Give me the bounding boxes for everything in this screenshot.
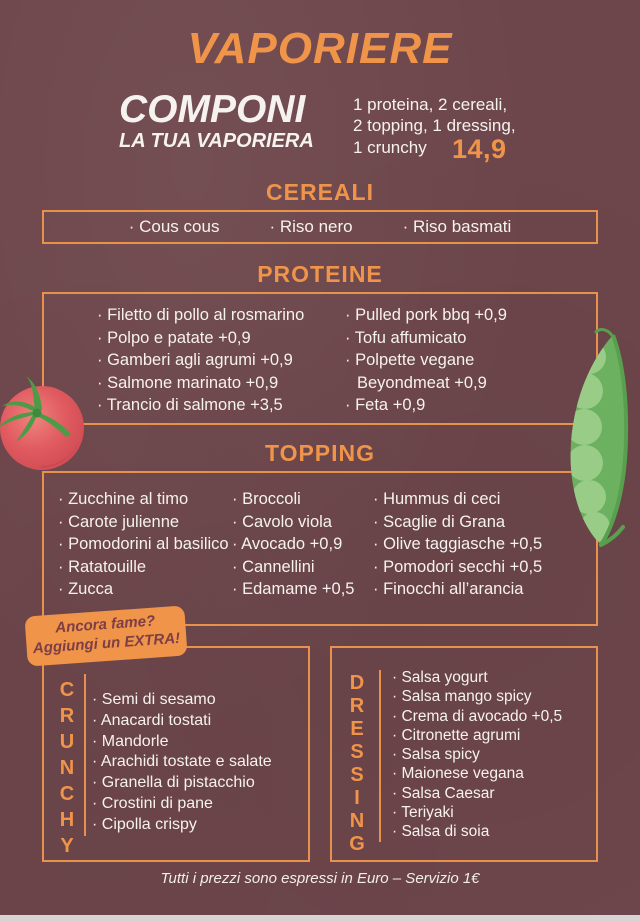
section-title-proteine: PROTEINE [257, 261, 383, 287]
menu-item: Polpette vegane Beyondmeat +0,9 [345, 349, 535, 394]
menu-item: Cipolla crispy [92, 815, 272, 836]
menu-item: Cavolo viola [232, 511, 354, 534]
topping-column-3: Hummus di ceciScaglie di GranaOlive tagg… [373, 488, 542, 601]
menu-item: Semi di sesamo [92, 690, 272, 711]
cereali-box: Cous cous Riso nero Riso basmati [42, 210, 598, 244]
menu-item: Tofu affumicato [345, 327, 535, 350]
menu-item: Anacardi tostati [92, 711, 272, 732]
bottom-edge-strip [0, 915, 640, 921]
menu-item: Ratatouille [58, 556, 229, 579]
compose-heading-line2: LA TUA VAPORIERA [119, 130, 314, 152]
menu-item: Pomodorini al basilico [58, 533, 229, 556]
menu-item: Salmone marinato +0,9 [97, 372, 304, 395]
menu-item: Mandorle [92, 732, 272, 753]
proteine-box: Filetto di pollo al rosmarinoPolpo e pat… [42, 292, 598, 425]
menu-item: Salsa mango spicy [392, 687, 562, 706]
crunchy-title: CRUNCHY [56, 679, 78, 861]
proteine-column-2: Pulled pork bbq +0,9Tofu affumicatoPolpe… [345, 304, 535, 417]
dressing-box: DRESSING Salsa yogurtSalsa mango spicyCr… [330, 646, 598, 862]
menu-item: Finocchi all’arancia [373, 578, 542, 601]
menu-item: Riso basmati [403, 217, 511, 237]
menu-item: Pulled pork bbq +0,9 [345, 304, 535, 327]
crunchy-list: Semi di sesamoAnacardi tostatiMandorleAr… [92, 690, 272, 836]
crunchy-box: CRUNCHY Semi di sesamoAnacardi tostatiMa… [42, 646, 310, 862]
menu-item: Zucchine al timo [58, 488, 229, 511]
menu-item: Olive taggiasche +0,5 [373, 533, 542, 556]
menu-item: Zucca [58, 578, 229, 601]
menu-item: Carote julienne [58, 511, 229, 534]
topping-box: Zucchine al timoCarote juliennePomodorin… [42, 471, 598, 626]
menu-item: Broccoli [232, 488, 354, 511]
menu-item: Riso nero [269, 217, 353, 237]
topping-column-1: Zucchine al timoCarote juliennePomodorin… [58, 488, 229, 601]
compose-heading-line1: COMPONI [119, 88, 306, 131]
menu-item: Feta +0,9 [345, 394, 535, 417]
dressing-title: DRESSING [346, 672, 368, 856]
menu-item: Hummus di ceci [373, 488, 542, 511]
menu-item: Cannellini [232, 556, 354, 579]
dressing-list: Salsa yogurtSalsa mango spicyCrema di av… [392, 668, 562, 842]
crunchy-divider [84, 674, 86, 836]
compose-heading: COMPONI LA TUA VAPORIERA [119, 90, 314, 151]
menu-item: Scaglie di Grana [373, 511, 542, 534]
topping-column-2: BroccoliCavolo violaAvocado +0,9Cannelli… [232, 488, 354, 601]
formula-text: 1 proteina, 2 cereali, 2 topping, 1 dres… [353, 95, 516, 157]
menu-item: Teriyaki [392, 803, 562, 822]
menu-item: Gamberi agli agrumi +0,9 [97, 349, 304, 372]
menu-item: Polpo e patate +0,9 [97, 327, 304, 350]
menu-item: Cous cous [129, 217, 219, 237]
menu-item: Maionese vegana [392, 764, 562, 783]
menu-item: Arachidi tostate e salate [92, 752, 272, 773]
menu-item: Salsa di soia [392, 822, 562, 841]
menu-item: Salsa Caesar [392, 784, 562, 803]
section-title-cereali: CEREALI [266, 179, 374, 205]
menu-item: Citronette agrumi [392, 726, 562, 745]
menu-item: Granella di pistacchio [92, 773, 272, 794]
menu-item: Salsa yogurt [392, 668, 562, 687]
price: 14,9 [452, 134, 507, 164]
menu-item: Pomodori secchi +0,5 [373, 556, 542, 579]
page-title: VAPORIERE [187, 24, 453, 73]
menu-item: Trancio di salmone +3,5 [97, 394, 304, 417]
menu-item: Avocado +0,9 [232, 533, 354, 556]
menu-item: Crostini di pane [92, 794, 272, 815]
menu-item: Edamame +0,5 [232, 578, 354, 601]
section-title-topping: TOPPING [264, 440, 376, 466]
proteine-column-1: Filetto di pollo al rosmarinoPolpo e pat… [97, 304, 304, 417]
footer-note: Tutti i prezzi sono espressi in Euro – S… [160, 870, 480, 887]
dressing-divider [379, 670, 381, 842]
menu-item: Salsa spicy [392, 745, 562, 764]
menu-item: Filetto di pollo al rosmarino [97, 304, 304, 327]
menu-item: Crema di avocado +0,5 [392, 707, 562, 726]
